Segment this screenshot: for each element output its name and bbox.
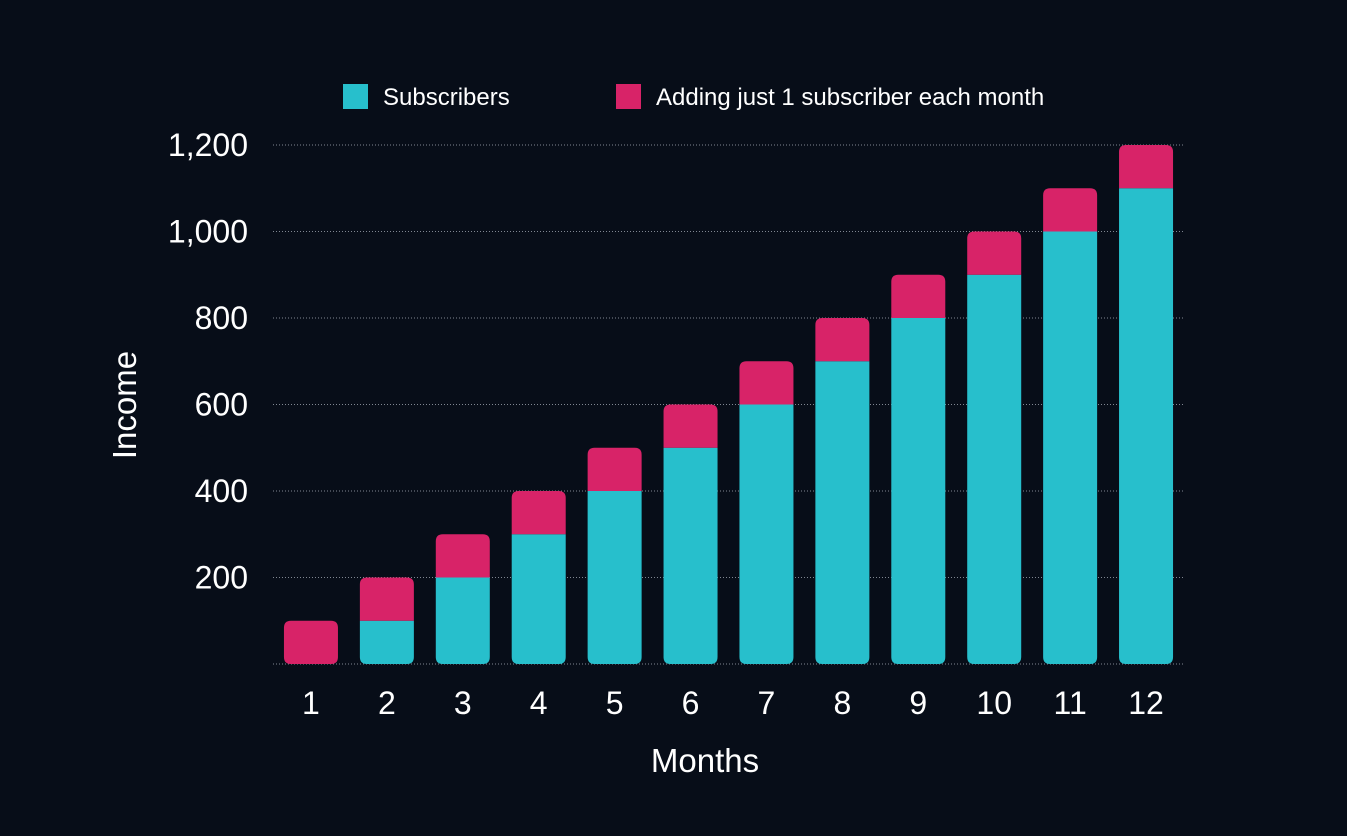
x-tick-label-month-12: 12	[1128, 685, 1164, 721]
bar-added-subscriber-month-7	[739, 361, 794, 405]
bar-added-subscriber-month-6	[663, 404, 718, 448]
x-tick-label-month-2: 2	[378, 685, 396, 721]
y-axis-title: Income	[106, 351, 143, 459]
bar-added-subscriber-month-3	[435, 534, 490, 578]
bar-group-month-10	[967, 231, 1022, 664]
bar-added-subscriber-month-4	[511, 491, 566, 535]
bar-group-month-2	[359, 577, 414, 664]
legend: Subscribers Adding just 1 subscriber eac…	[343, 84, 1044, 111]
legend-swatch-adding-subscriber	[616, 84, 641, 109]
x-tick-label-month-11: 11	[1054, 685, 1087, 721]
bar-added-subscriber-month-8	[815, 318, 870, 362]
bar-subscribers-month-4	[511, 534, 566, 664]
bar-group-month-5	[587, 447, 642, 664]
bar-subscribers-month-8	[815, 361, 870, 664]
legend-swatch-subscribers	[343, 84, 368, 109]
bar-groups	[283, 145, 1174, 664]
bar-added-subscriber-month-5	[587, 447, 642, 491]
bar-group-month-6	[663, 404, 718, 664]
legend-label-subscribers: Subscribers	[383, 84, 510, 111]
bar-group-month-4	[511, 491, 566, 664]
bar-group-month-9	[891, 274, 946, 664]
bar-added-subscriber-month-12	[1119, 145, 1174, 189]
x-tick-label-month-8: 8	[833, 685, 851, 721]
bar-added-subscriber-month-11	[1043, 188, 1098, 232]
y-tick-label: 1,000	[168, 214, 248, 250]
bar-group-month-7	[739, 361, 794, 664]
bar-subscribers-month-2	[359, 620, 414, 664]
bar-group-month-12	[1119, 145, 1174, 664]
x-tick-label-month-6: 6	[682, 685, 700, 721]
x-tick-label-month-4: 4	[530, 685, 548, 721]
bar-subscribers-month-10	[967, 274, 1022, 664]
x-axis-title: Months	[651, 742, 759, 779]
x-tick-label-month-5: 5	[606, 685, 624, 721]
legend-label-adding-subscriber: Adding just 1 subscriber each month	[656, 84, 1044, 111]
grid-lines	[273, 144, 1184, 665]
x-tick-label-month-3: 3	[454, 685, 472, 721]
x-tick-label-month-9: 9	[909, 685, 927, 721]
bar-group-month-8	[815, 318, 870, 664]
bar-added-subscriber-month-9	[891, 274, 946, 318]
bar-group-month-11	[1043, 188, 1098, 664]
y-tick-label: 800	[195, 300, 248, 336]
bar-subscribers-month-9	[891, 318, 946, 664]
bar-subscribers-month-11	[1043, 231, 1098, 664]
bar-subscribers-month-5	[587, 491, 642, 664]
y-tick-label: 400	[195, 473, 248, 509]
bar-group-month-3	[435, 534, 490, 664]
bar-added-subscriber-month-2	[359, 577, 414, 621]
y-tick-label: 600	[195, 387, 248, 423]
x-tick-label-month-7: 7	[758, 685, 776, 721]
y-tick-label: 1,200	[168, 127, 248, 163]
y-tick-label: 200	[195, 560, 248, 596]
x-tick-label-month-10: 10	[976, 685, 1012, 721]
bar-subscribers-month-12	[1119, 188, 1174, 664]
bar-added-subscriber-month-1	[283, 620, 338, 664]
bar-group-month-1	[283, 620, 338, 664]
bar-added-subscriber-month-10	[967, 231, 1022, 275]
bar-subscribers-month-7	[739, 404, 794, 664]
bar-subscribers-month-6	[663, 447, 718, 664]
bar-subscribers-month-3	[435, 577, 490, 664]
x-tick-label-month-1: 1	[302, 685, 320, 721]
